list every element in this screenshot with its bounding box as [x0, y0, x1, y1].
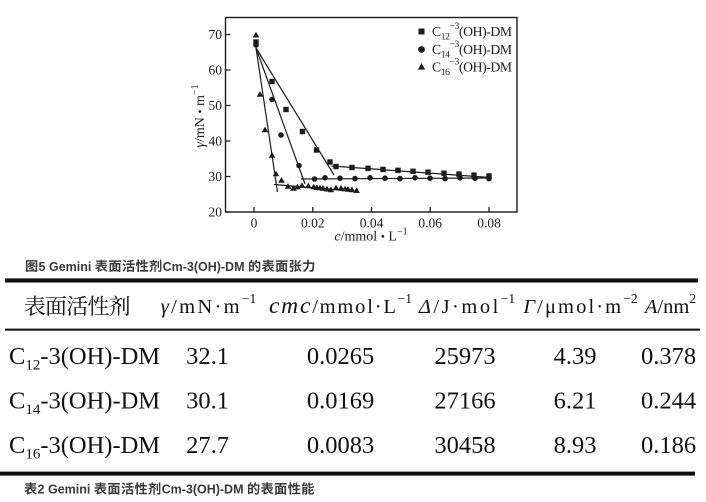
svg-text:0.08: 0.08	[477, 216, 501, 231]
svg-text:Cm-3(OH)-DM: Cm-3(OH)-DM	[163, 260, 248, 274]
svg-text:70: 70	[209, 27, 223, 42]
svg-text:4.39: 4.39	[554, 343, 597, 370]
svg-text:γ/mN • m−1: γ/mN • m−1	[190, 84, 208, 147]
svg-text:0.04: 0.04	[360, 216, 384, 231]
svg-text:27.7: 27.7	[186, 432, 229, 459]
svg-text:A/nm2: A/nm2	[643, 291, 696, 318]
svg-text:0: 0	[251, 216, 258, 231]
svg-text:cmc/mmol·L−1: cmc/mmol·L−1	[269, 291, 412, 319]
svg-text:0.0265: 0.0265	[307, 343, 374, 370]
svg-text:8.93: 8.93	[554, 432, 597, 459]
svg-text:0.186: 0.186	[641, 432, 696, 459]
svg-text:6.21: 6.21	[554, 388, 597, 415]
svg-text:50: 50	[209, 98, 223, 113]
svg-text:27166: 27166	[434, 388, 495, 415]
svg-text:2 Gemini: 2 Gemini	[38, 483, 94, 497]
svg-text:0.244: 0.244	[641, 388, 696, 415]
svg-text:Cm-3(OH)-DM: Cm-3(OH)-DM	[162, 483, 247, 497]
svg-text:Γ/μmol·m−2: Γ/μmol·m−2	[522, 291, 637, 318]
svg-text:C14-3(OH)-DM: C14-3(OH)-DM	[9, 388, 160, 419]
svg-text:0.378: 0.378	[641, 343, 696, 370]
svg-text:30: 30	[209, 169, 223, 184]
svg-text:30.1: 30.1	[186, 388, 229, 415]
svg-text:0.06: 0.06	[418, 216, 442, 231]
svg-text:0.0083: 0.0083	[307, 432, 374, 459]
svg-text:c/mmol • L−1: c/mmol • L−1	[334, 227, 407, 245]
svg-text:5 Gemini: 5 Gemini	[39, 260, 95, 274]
svg-text:25973: 25973	[434, 343, 495, 370]
svg-text:32.1: 32.1	[186, 343, 229, 370]
svg-text:60: 60	[209, 63, 223, 78]
svg-text:γ/mN·m−1: γ/mN·m−1	[161, 291, 256, 318]
svg-text:C16-3(OH)-DM: C16-3(OH)-DM	[9, 432, 160, 463]
svg-text:0.02: 0.02	[301, 216, 325, 231]
svg-text:Δ/J·mol−1: Δ/J·mol−1	[418, 291, 515, 318]
svg-text:30458: 30458	[434, 432, 495, 459]
svg-text:20: 20	[209, 205, 223, 220]
svg-text:0.0169: 0.0169	[307, 388, 374, 415]
svg-text:40: 40	[209, 134, 223, 149]
